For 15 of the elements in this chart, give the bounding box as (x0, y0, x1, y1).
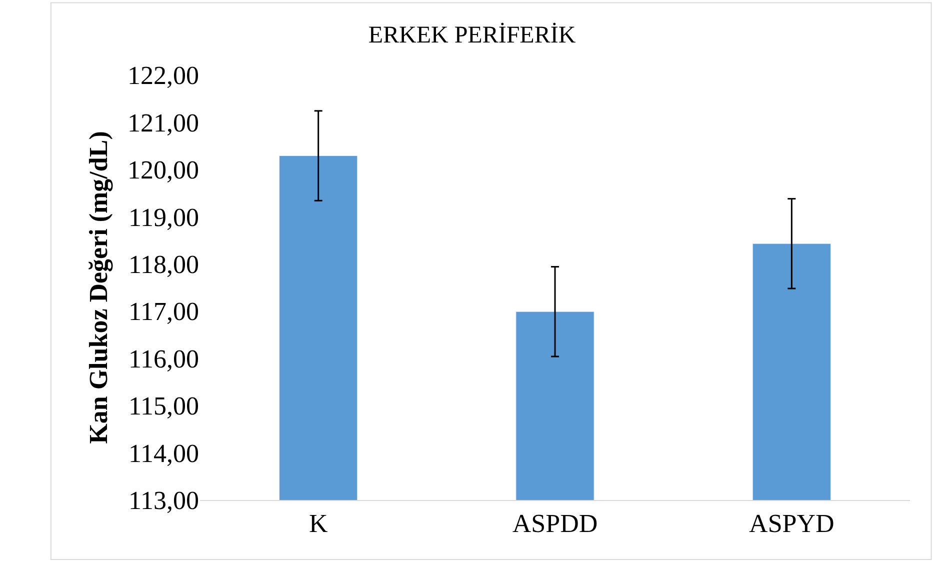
y-tick-label: 114,00 (128, 438, 199, 468)
y-axis-title: Kan Glukoz Değeri (mg/dL) (84, 131, 113, 444)
y-tick-label: 118,00 (128, 250, 199, 279)
y-tick-label: 116,00 (128, 344, 199, 374)
y-tick-label: 120,00 (128, 156, 199, 185)
y-tick-label: 115,00 (128, 392, 199, 421)
y-tick-label: 117,00 (128, 297, 199, 326)
y-tick-label: 119,00 (128, 202, 199, 232)
x-tick-label: K (308, 509, 328, 538)
chart-title: ERKEK PERİFERİK (368, 22, 576, 48)
x-tick-label: ASPYD (749, 509, 834, 538)
y-tick-label: 122,00 (128, 61, 199, 90)
y-tick-label: 121,00 (128, 108, 199, 138)
x-tick-label: ASPDD (512, 509, 598, 538)
y-tick-label: 113,00 (128, 486, 199, 516)
